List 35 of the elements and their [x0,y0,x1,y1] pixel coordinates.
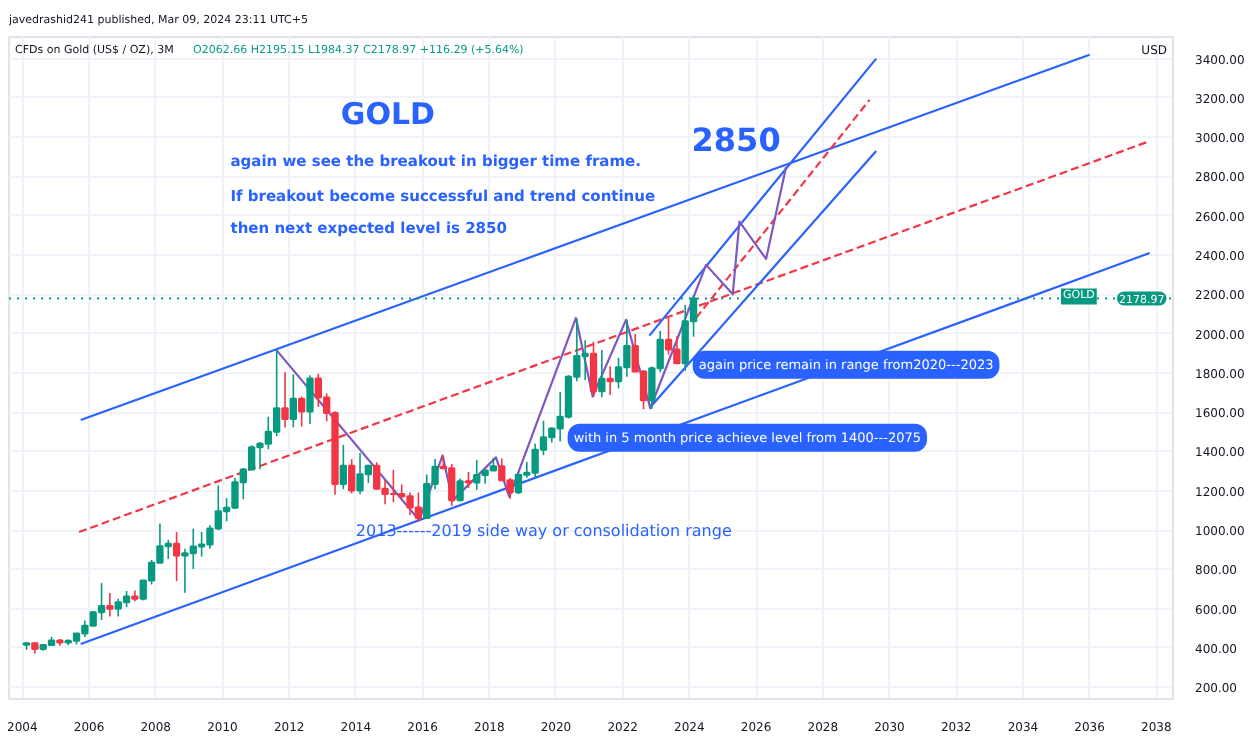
candlestick [389,468,398,503]
candlestick [664,317,673,356]
candlestick [231,477,239,510]
candlestick [314,372,323,408]
candlestick [298,395,306,428]
candlestick [606,365,614,396]
candlestick [598,349,606,399]
candlestick [473,459,481,491]
candlestick [272,348,281,437]
candlestick [681,304,689,372]
candlestick [623,319,631,378]
candlestick [106,592,114,618]
candlestick [348,458,356,495]
annotation: GOLD [340,96,435,133]
candlestick [189,527,197,570]
candlestick [164,539,172,560]
candlestick [373,461,381,491]
candlestick [197,531,206,558]
candlestick [281,371,289,429]
candlestick [589,340,598,398]
candlestick [398,483,406,500]
candlestick [414,491,423,522]
candlestick [306,374,314,425]
candlestick [339,444,348,490]
candlestick [406,491,414,516]
candlestick [673,335,681,365]
candlestick [531,443,539,479]
candlestick [356,452,364,496]
candlestick [423,473,431,520]
annotation: 2850 [691,120,781,159]
candlestick [448,463,456,507]
candlestick [172,531,181,582]
candlestick [264,415,272,451]
candlestick [289,373,297,429]
candlestick [97,582,106,621]
